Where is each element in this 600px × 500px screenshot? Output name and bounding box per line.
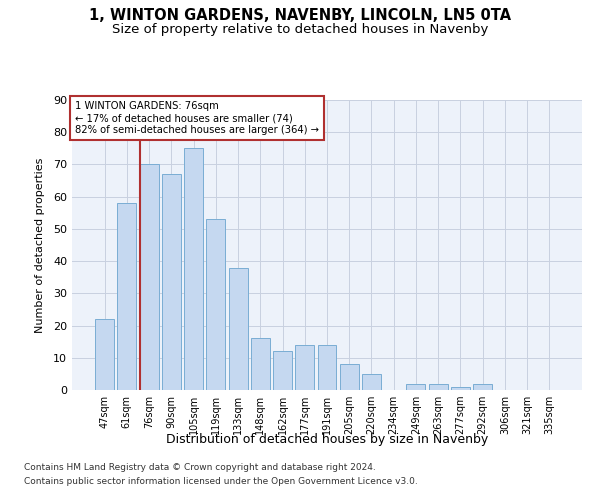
Bar	[140, 164, 158, 390]
Bar	[340, 364, 359, 390]
Y-axis label: Number of detached properties: Number of detached properties	[35, 158, 44, 332]
Text: 1 WINTON GARDENS: 76sqm
← 17% of detached houses are smaller (74)
82% of semi-de: 1 WINTON GARDENS: 76sqm ← 17% of detache…	[74, 102, 319, 134]
Text: 1, WINTON GARDENS, NAVENBY, LINCOLN, LN5 0TA: 1, WINTON GARDENS, NAVENBY, LINCOLN, LN5…	[89, 8, 511, 22]
Bar	[206, 219, 225, 390]
Bar	[229, 268, 248, 390]
Bar	[162, 174, 181, 390]
Bar	[406, 384, 425, 390]
Bar	[95, 319, 114, 390]
Text: Contains public sector information licensed under the Open Government Licence v3: Contains public sector information licen…	[24, 477, 418, 486]
Text: Contains HM Land Registry data © Crown copyright and database right 2024.: Contains HM Land Registry data © Crown c…	[24, 464, 376, 472]
Bar	[273, 352, 292, 390]
Bar	[473, 384, 492, 390]
Bar	[451, 387, 470, 390]
Bar	[184, 148, 203, 390]
Text: Size of property relative to detached houses in Navenby: Size of property relative to detached ho…	[112, 22, 488, 36]
Bar	[362, 374, 381, 390]
Bar	[251, 338, 270, 390]
Bar	[429, 384, 448, 390]
Bar	[317, 345, 337, 390]
Bar	[118, 203, 136, 390]
Text: Distribution of detached houses by size in Navenby: Distribution of detached houses by size …	[166, 432, 488, 446]
Bar	[295, 345, 314, 390]
